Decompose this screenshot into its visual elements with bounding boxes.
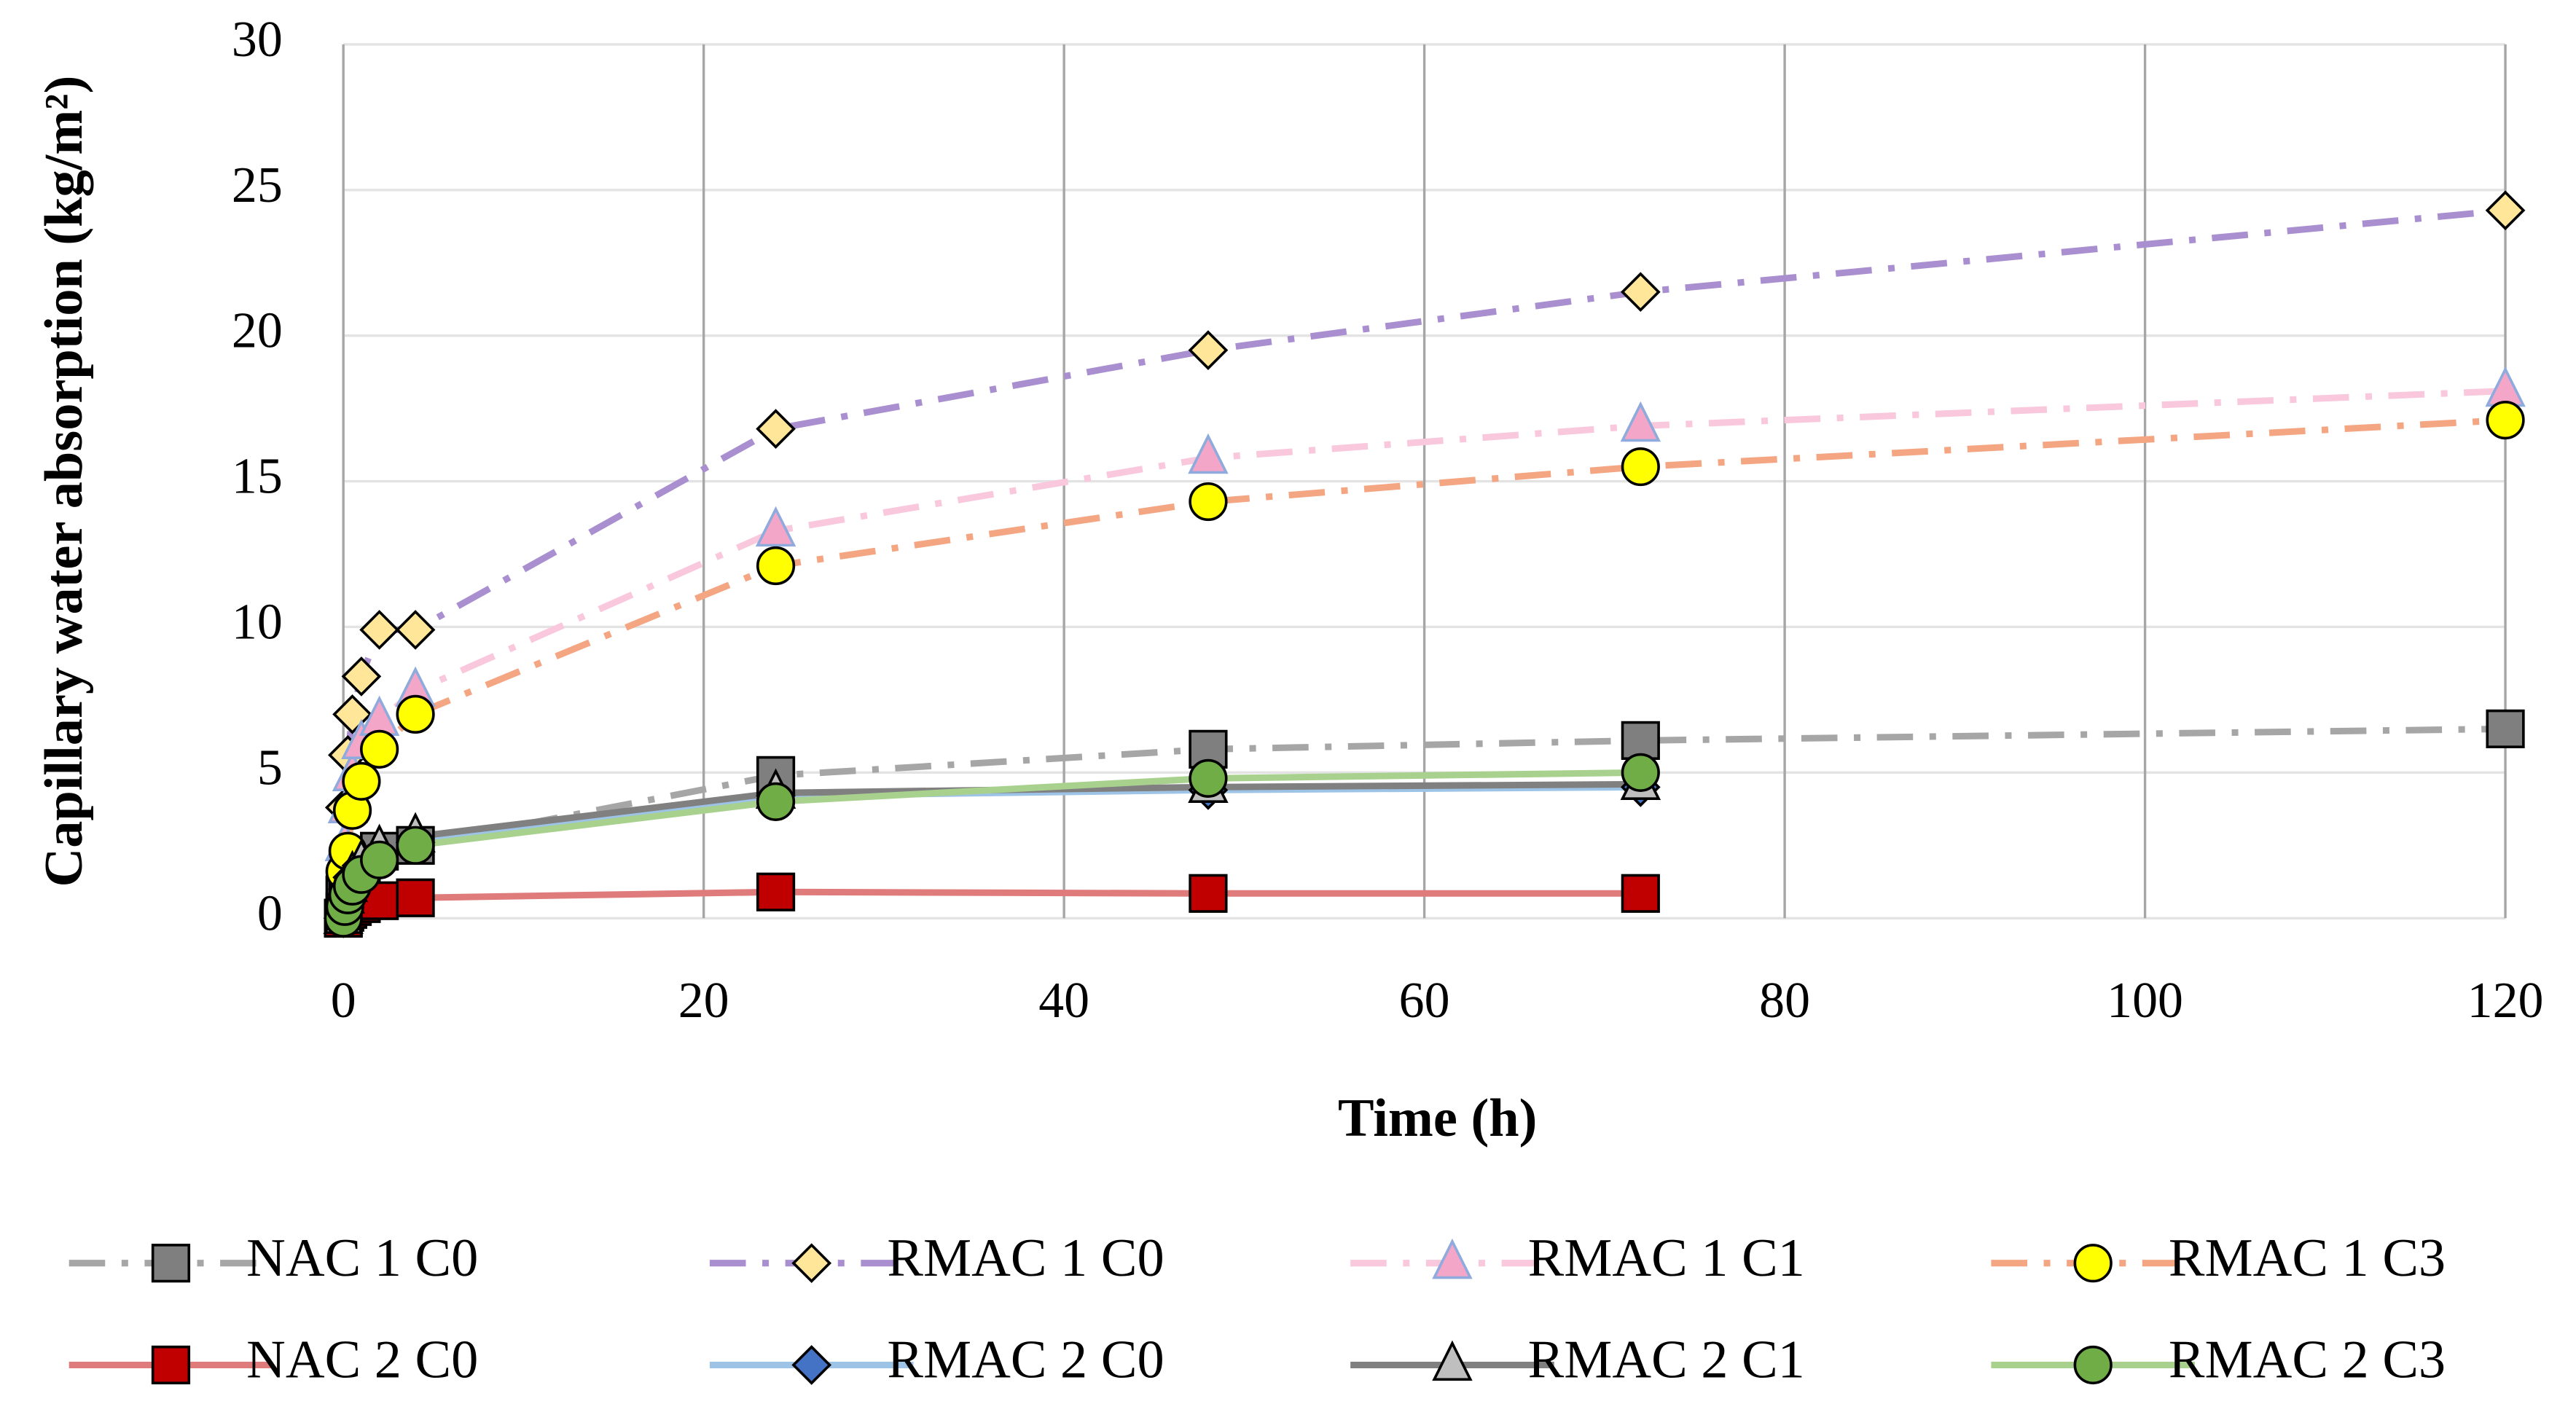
marker xyxy=(1189,874,1228,913)
marker xyxy=(2485,190,2526,231)
marker xyxy=(755,506,796,547)
marker xyxy=(1620,272,1661,313)
legend-label: RMAC 2 C0 xyxy=(887,1330,1164,1390)
y-tick-label: 20 xyxy=(232,303,283,359)
marker xyxy=(1189,482,1228,522)
marker xyxy=(1621,447,1660,487)
marker xyxy=(360,729,399,769)
marker xyxy=(2073,1345,2113,1385)
marker xyxy=(756,409,796,449)
marker xyxy=(1621,753,1660,792)
marker xyxy=(341,656,382,697)
marker xyxy=(1620,401,1661,442)
marker xyxy=(342,761,381,801)
marker xyxy=(756,782,796,821)
legend-label: RMAC 1 C1 xyxy=(1528,1228,1805,1288)
marker xyxy=(1188,433,1229,474)
marker xyxy=(151,1244,191,1283)
marker xyxy=(1621,874,1660,913)
y-axis-label: Capillary water absorption (kg/m²) xyxy=(34,76,94,887)
x-tick-label: 100 xyxy=(2107,973,2183,1029)
x-tick-label: 60 xyxy=(1399,973,1450,1029)
legend-label: RMAC 1 C0 xyxy=(887,1228,1164,1288)
x-tick-label: 120 xyxy=(2467,973,2544,1029)
y-tick-label: 30 xyxy=(232,12,283,68)
y-tick-label: 5 xyxy=(257,740,283,796)
y-tick-label: 0 xyxy=(257,885,283,941)
marker xyxy=(1621,721,1660,760)
marker xyxy=(2486,709,2525,748)
x-tick-label: 20 xyxy=(678,973,729,1029)
y-tick-label: 10 xyxy=(232,594,283,650)
marker xyxy=(2486,401,2525,440)
marker xyxy=(1432,1238,1473,1279)
marker xyxy=(756,872,796,911)
marker xyxy=(756,546,796,586)
x-tick-label: 80 xyxy=(1759,973,1810,1029)
y-tick-label: 25 xyxy=(232,157,283,213)
legend-label: RMAC 1 C3 xyxy=(2169,1228,2446,1288)
marker xyxy=(791,1345,832,1385)
marker xyxy=(1189,758,1228,798)
marker xyxy=(1188,330,1229,371)
marker xyxy=(791,1243,832,1284)
marker xyxy=(396,825,435,865)
legend-label: RMAC 2 C3 xyxy=(2169,1330,2446,1390)
marker xyxy=(359,610,399,650)
y-tick-label: 15 xyxy=(232,449,283,505)
legend-label: RMAC 2 C1 xyxy=(1528,1330,1805,1390)
legend-label: NAC 2 C0 xyxy=(246,1330,478,1390)
marker xyxy=(2485,366,2526,407)
x-axis-label: Time (h) xyxy=(1338,1088,1537,1148)
legend-label: NAC 1 C0 xyxy=(246,1228,478,1288)
x-tick-label: 0 xyxy=(331,973,356,1029)
marker xyxy=(360,840,399,879)
series-line xyxy=(340,888,1641,919)
x-tick-label: 40 xyxy=(1038,973,1089,1029)
marker xyxy=(2073,1244,2113,1283)
marker xyxy=(151,1345,191,1385)
marker xyxy=(395,610,436,650)
marker xyxy=(396,878,435,917)
marker xyxy=(1432,1340,1473,1381)
marker xyxy=(396,694,435,734)
